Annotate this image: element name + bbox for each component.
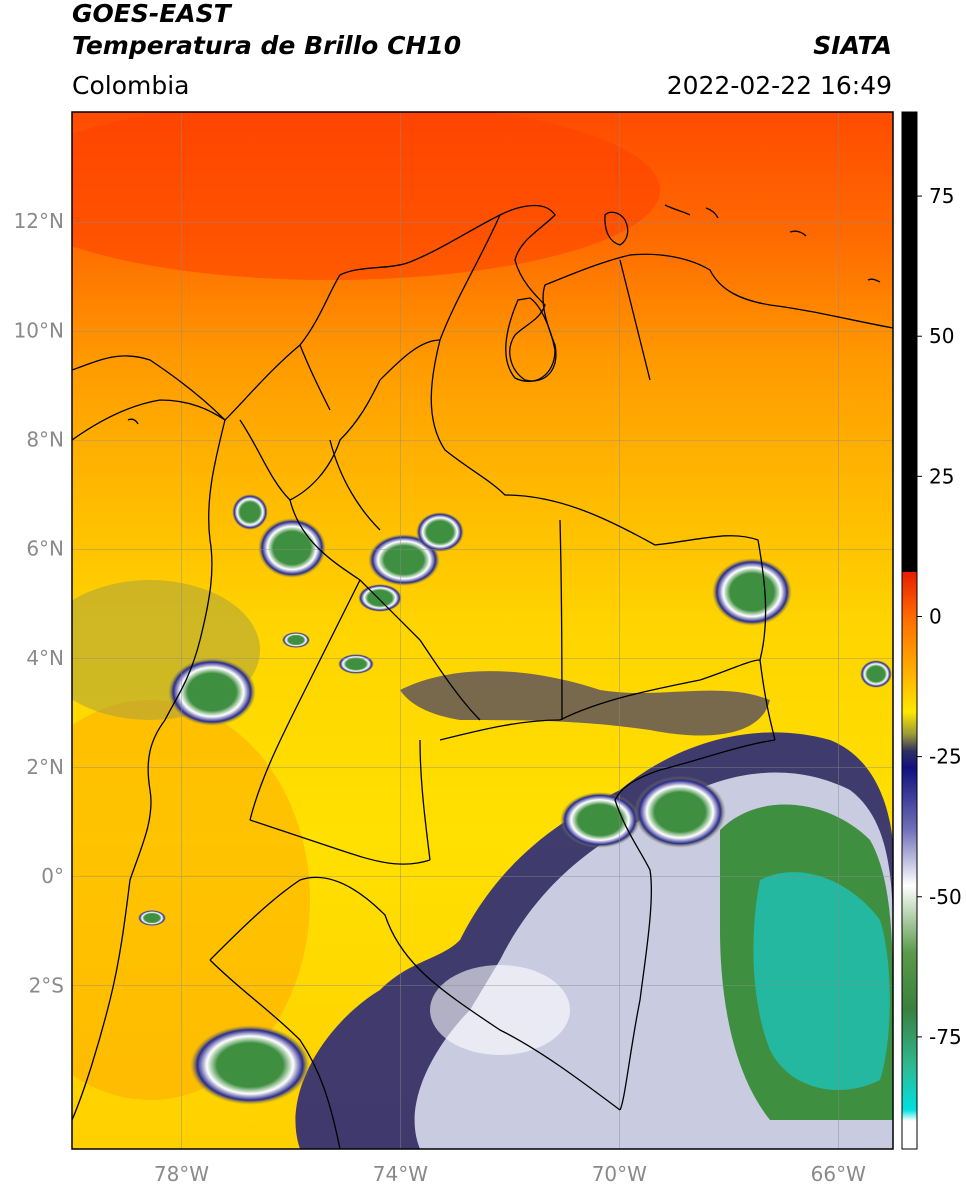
- storm-cell-small-3: [138, 910, 166, 926]
- storm-cell-amazon-2: [634, 776, 726, 848]
- lat-tick-labels: 12°N 10°N 8°N 6°N 4°N 2°N 0° 2°S: [14, 209, 64, 997]
- colombia-state-border-south: [439, 719, 561, 741]
- colorbar: [901, 111, 918, 1150]
- island-small-2: [789, 230, 807, 237]
- colombia-brazil-border: [614, 739, 776, 1111]
- pacific-coastline: [72, 419, 226, 1121]
- colorbar-tick-label: -75: [929, 1025, 962, 1049]
- lake-maracaibo: [505, 297, 556, 383]
- venezuela-state-border-2: [559, 659, 761, 721]
- caribbean-coastline: [72, 204, 893, 421]
- storm-cell-small-1: [282, 632, 310, 648]
- panama-coast: [72, 399, 226, 441]
- storm-cell-southwest: [190, 1025, 310, 1105]
- colorbar-tick-label: 25: [929, 464, 954, 488]
- storm-cell-pacific: [168, 658, 256, 726]
- lat-tick-label: 2°N: [26, 755, 64, 779]
- dept-border-7: [299, 344, 331, 411]
- colorbar-tick-label: 75: [929, 184, 954, 208]
- lon-tick-label: 66°W: [811, 1162, 866, 1186]
- colombia-peru-ecuador-border: [209, 876, 621, 1111]
- island-small-1: [705, 207, 719, 219]
- storm-cell-magdalena: [368, 534, 440, 586]
- coldest-cloud-tops: [753, 872, 890, 1090]
- colorbar-tick-label: 0: [929, 604, 942, 628]
- colorbar-tick-label: 50: [929, 324, 954, 348]
- colombia-state-border-caqueta: [419, 739, 431, 861]
- lon-tick-label: 78°W: [154, 1162, 209, 1186]
- island-small-3: [867, 278, 881, 283]
- lat-tick-label: 4°N: [26, 646, 64, 670]
- gridlines: [72, 112, 893, 1149]
- lat-tick-label: 2°S: [29, 973, 64, 997]
- storm-cell-amazon-1: [560, 792, 640, 848]
- venezuela-state-border-1: [559, 519, 563, 721]
- peru-border: [209, 959, 341, 1149]
- storm-cell-small-2: [338, 654, 374, 674]
- dept-border-3: [329, 439, 381, 531]
- map-frame: [71, 111, 894, 1150]
- storm-cell-east-edge: [860, 660, 892, 688]
- coastlines-and-borders: [72, 204, 893, 1149]
- lat-tick-label: 6°N: [26, 537, 64, 561]
- datetime-label: 2022-02-22 16:49: [666, 71, 892, 100]
- dept-border-2: [289, 499, 421, 641]
- lon-tick-label: 70°W: [592, 1162, 647, 1186]
- island-bonaire: [664, 204, 691, 216]
- colorbar-tick-label: -25: [929, 745, 962, 769]
- dept-border-6: [249, 819, 431, 865]
- storm-cell-antioquia: [258, 518, 326, 578]
- region-label: Colombia: [72, 71, 190, 100]
- lat-tick-label: 0°: [41, 864, 64, 888]
- product-title: Temperatura de Brillo CH10: [72, 31, 462, 60]
- storm-cell-vichada: [712, 558, 792, 626]
- dept-border-8: [379, 339, 441, 381]
- lon-tick-label: 74°W: [373, 1162, 428, 1186]
- lon-tick-labels: 78°W 74°W 70°W 66°W: [154, 1162, 866, 1186]
- venezuela-state-border-3: [619, 259, 651, 381]
- lat-tick-label: 12°N: [14, 209, 64, 233]
- warm-band-top: [72, 112, 660, 280]
- storm-cell-santander: [416, 512, 464, 552]
- convective-band-llanos: [400, 671, 770, 736]
- organization-label: SIATA: [813, 31, 892, 60]
- colorbar-ticks: 75 50 25 0 -25 -50 -75: [917, 184, 962, 1049]
- warm-area-southwest: [72, 700, 310, 1100]
- island-pacific: [127, 418, 139, 425]
- colorbar-tick-label: -50: [929, 885, 962, 909]
- colombia-venezuela-border: [430, 214, 776, 741]
- island-curacao: [604, 211, 629, 246]
- dept-border-4: [249, 579, 361, 821]
- cloud-white-patch: [430, 965, 570, 1055]
- lat-tick-label: 10°N: [14, 318, 64, 342]
- lat-tick-label: 8°N: [26, 427, 64, 451]
- storm-cell-cundinamarca: [358, 584, 402, 612]
- satellite-name: GOES-EAST: [72, 0, 231, 28]
- map-data-area: [72, 112, 893, 1149]
- dept-border-1: [239, 379, 381, 501]
- storm-cell-uraba: [232, 494, 268, 530]
- dept-border-5: [419, 639, 481, 721]
